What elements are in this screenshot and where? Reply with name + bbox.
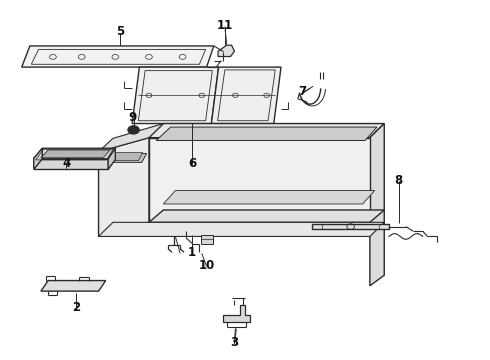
Polygon shape bbox=[223, 305, 250, 322]
Polygon shape bbox=[98, 138, 149, 237]
Polygon shape bbox=[41, 280, 106, 291]
Text: 4: 4 bbox=[62, 157, 71, 170]
Text: 7: 7 bbox=[298, 85, 307, 98]
Polygon shape bbox=[103, 154, 147, 162]
Polygon shape bbox=[41, 150, 110, 158]
Polygon shape bbox=[22, 46, 214, 67]
Polygon shape bbox=[108, 148, 115, 170]
Text: 11: 11 bbox=[217, 19, 233, 32]
Polygon shape bbox=[149, 210, 384, 222]
Polygon shape bbox=[370, 123, 384, 286]
Bar bbox=[201, 235, 213, 243]
Polygon shape bbox=[98, 123, 163, 152]
Polygon shape bbox=[156, 127, 377, 140]
Text: 3: 3 bbox=[230, 337, 239, 350]
Text: 1: 1 bbox=[188, 246, 196, 259]
Text: 2: 2 bbox=[72, 301, 80, 314]
Text: 6: 6 bbox=[188, 157, 196, 170]
Text: 10: 10 bbox=[198, 259, 215, 272]
Polygon shape bbox=[149, 123, 384, 138]
Polygon shape bbox=[34, 148, 42, 170]
Polygon shape bbox=[211, 67, 281, 123]
Text: 9: 9 bbox=[128, 111, 136, 124]
Polygon shape bbox=[149, 138, 370, 222]
Polygon shape bbox=[34, 159, 108, 170]
Polygon shape bbox=[218, 45, 234, 57]
Text: 8: 8 bbox=[394, 174, 403, 186]
Polygon shape bbox=[312, 224, 389, 229]
Circle shape bbox=[128, 126, 139, 134]
Polygon shape bbox=[107, 153, 143, 161]
Polygon shape bbox=[34, 148, 115, 159]
Polygon shape bbox=[163, 190, 375, 204]
Text: 5: 5 bbox=[116, 25, 124, 38]
Polygon shape bbox=[98, 222, 384, 237]
Polygon shape bbox=[132, 67, 219, 123]
